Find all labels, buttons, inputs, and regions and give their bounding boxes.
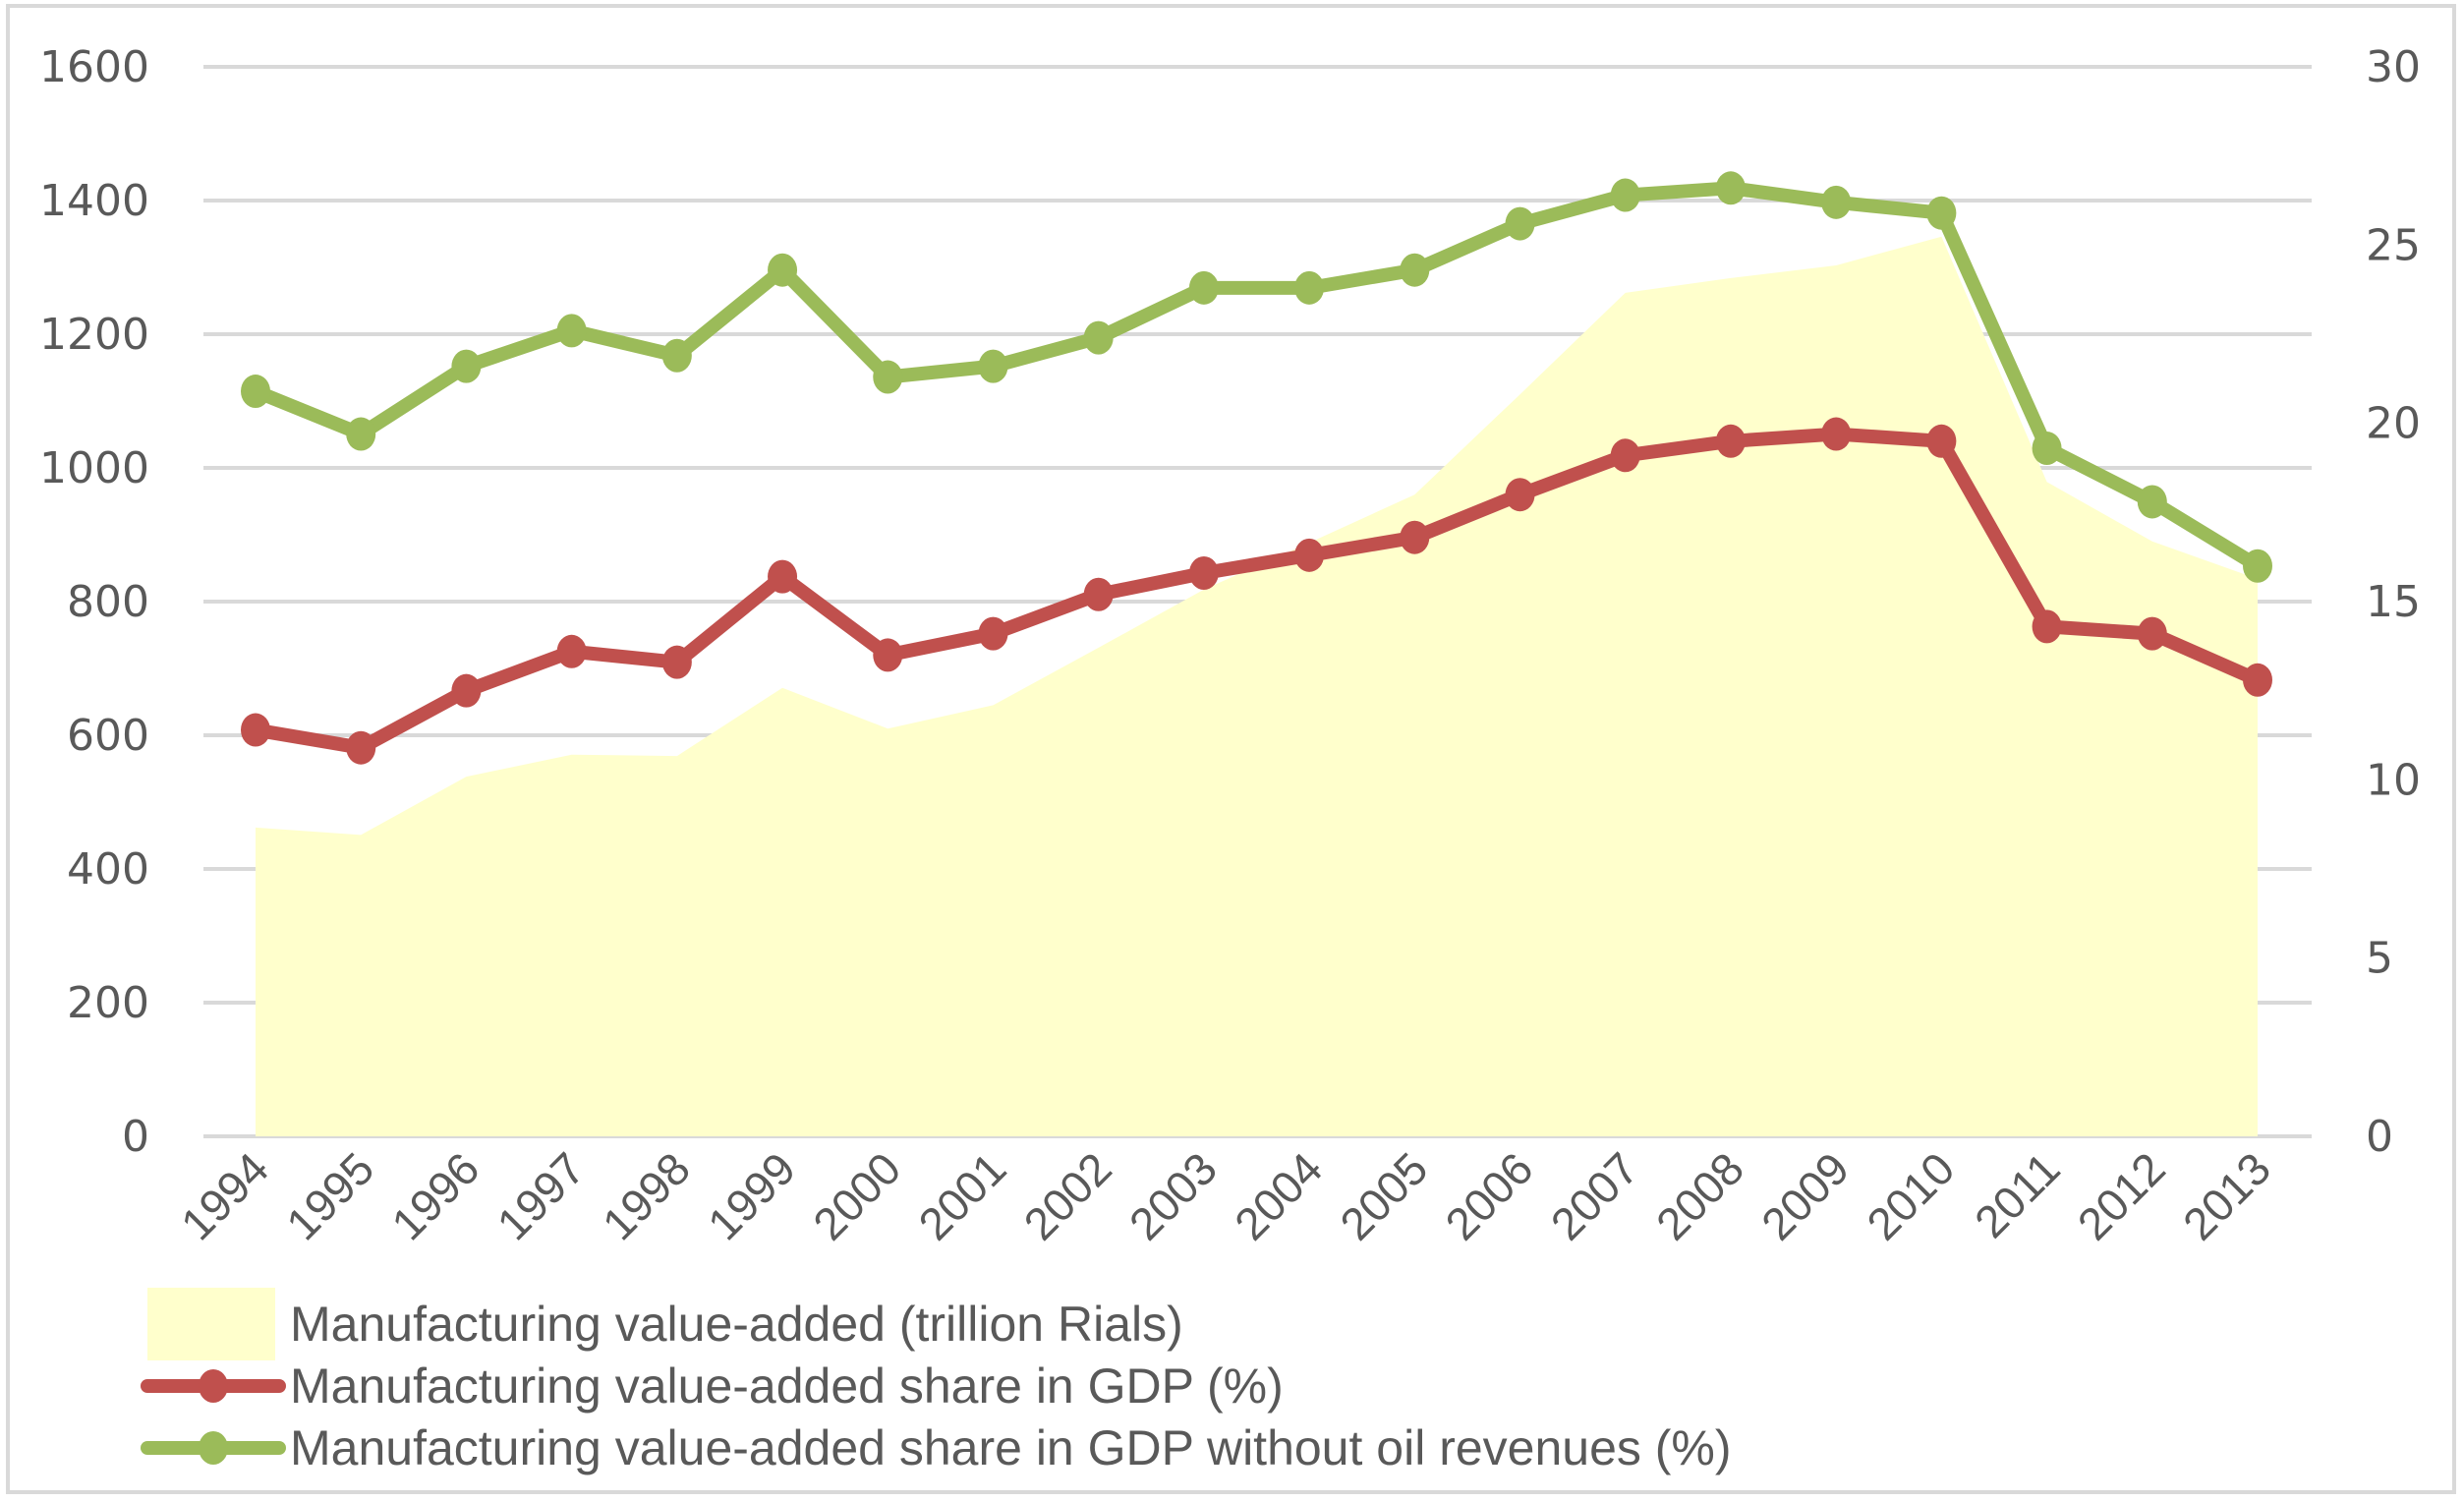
- legend-swatch-area: [147, 1288, 275, 1360]
- x-axis-tick-label: 2001: [908, 1142, 1015, 1249]
- right-axis-tick-label: 20: [2366, 399, 2421, 449]
- data-point: [768, 559, 798, 594]
- data-point: [451, 349, 482, 383]
- x-axis-tick-label: 2012: [2068, 1142, 2175, 1249]
- data-point: [661, 645, 692, 679]
- legend-item: Manufacturing value-added (trillion Rial…: [147, 1288, 1183, 1360]
- right-axis-tick-label: 15: [2366, 577, 2421, 627]
- data-point: [346, 730, 376, 765]
- area-manufacturing-value-added: [256, 236, 2258, 1137]
- area-series: [256, 236, 2258, 1137]
- data-point: [873, 360, 903, 394]
- data-point: [1926, 196, 1957, 230]
- data-point: [2032, 609, 2062, 644]
- left-axis-tick-label: 1400: [39, 176, 149, 226]
- legend-item: Manufacturing value-added share in GDP w…: [141, 1420, 1732, 1475]
- line-series-2: [241, 171, 2272, 583]
- x-axis-tick-label: 2000: [803, 1142, 910, 1249]
- data-point: [556, 634, 587, 668]
- left-axis-tick-label: 400: [67, 844, 149, 895]
- data-point: [1188, 555, 1219, 590]
- legend-swatch-marker: [199, 1431, 228, 1465]
- x-axis-tick-label: 2005: [1330, 1142, 1437, 1249]
- left-axis-tick-label: 1600: [39, 42, 149, 92]
- data-point: [1083, 320, 1114, 355]
- data-point: [1505, 478, 1535, 512]
- data-point: [1400, 520, 1430, 554]
- left-axis-ticks: 0 200 400 600 800 1000 1200 1400 1600: [39, 42, 149, 1162]
- left-axis-tick-label: 600: [67, 711, 149, 761]
- data-point: [1083, 577, 1114, 611]
- x-axis-tick-label: 2002: [1014, 1142, 1121, 1249]
- legend-label: Manufacturing value-added share in GDP w…: [290, 1420, 1732, 1475]
- data-point: [661, 338, 692, 373]
- data-point: [1188, 270, 1219, 305]
- data-point: [1294, 538, 1325, 572]
- right-axis-tick-label: 30: [2366, 42, 2421, 92]
- data-point: [556, 314, 587, 348]
- data-point: [241, 375, 270, 409]
- legend-swatch-marker: [199, 1369, 228, 1403]
- data-point: [1400, 253, 1430, 287]
- right-axis-ticks: 0 5 10 15 20 25 30: [2366, 42, 2421, 1162]
- data-point: [346, 417, 376, 451]
- series-line: [254, 427, 2261, 755]
- left-axis-tick-label: 1200: [39, 310, 149, 360]
- right-axis-tick-label: 0: [2366, 1112, 2393, 1162]
- left-axis-tick-label: 200: [67, 978, 149, 1028]
- data-point: [1821, 185, 1852, 219]
- left-axis-tick-label: 800: [67, 577, 149, 627]
- data-point: [768, 253, 798, 287]
- x-axis-tick-label: 2013: [2173, 1142, 2280, 1249]
- line-series-1: [241, 417, 2272, 765]
- x-axis-tick-label: 2008: [1646, 1142, 1753, 1249]
- data-point: [978, 616, 1008, 651]
- data-point: [873, 638, 903, 672]
- x-axis-ticks: 1994199519961997199819992000200120022003…: [171, 1142, 2280, 1249]
- right-axis-tick-label: 25: [2366, 220, 2421, 270]
- data-point: [1294, 270, 1325, 305]
- left-axis-tick-label: 0: [122, 1112, 149, 1162]
- data-point: [2032, 432, 2062, 466]
- x-axis-tick-label: 1995: [276, 1142, 383, 1249]
- data-point: [1926, 424, 1957, 458]
- data-point: [1610, 178, 1640, 212]
- x-axis-tick-label: 2003: [1119, 1142, 1227, 1249]
- x-axis-tick-label: 2009: [1751, 1142, 1859, 1249]
- left-axis-tick-label: 1000: [39, 443, 149, 493]
- legend-label: Manufacturing value-added share in GDP (…: [290, 1358, 1284, 1414]
- data-point: [978, 349, 1008, 383]
- data-point: [2243, 663, 2272, 697]
- x-axis-tick-label: 1997: [487, 1142, 595, 1249]
- legend-item: Manufacturing value-added share in GDP (…: [141, 1358, 1284, 1414]
- x-axis-tick-label: 2006: [1435, 1142, 1542, 1249]
- data-point: [2137, 485, 2167, 519]
- data-point: [1505, 206, 1535, 241]
- x-axis-tick-label: 2004: [1225, 1142, 1332, 1249]
- right-axis-tick-label: 5: [2366, 934, 2393, 984]
- data-point: [241, 713, 270, 747]
- legend: Manufacturing value-added (trillion Rial…: [141, 1288, 1732, 1475]
- x-axis-tick-label: 1998: [593, 1142, 700, 1249]
- line-series: [241, 171, 2272, 765]
- data-point: [451, 673, 482, 708]
- data-point: [2137, 616, 2167, 651]
- x-axis-tick-label: 2011: [1965, 1142, 2070, 1247]
- data-point: [1610, 438, 1640, 473]
- data-point: [2243, 549, 2272, 583]
- x-axis-tick-label: 2010: [1857, 1142, 1964, 1249]
- series-line: [253, 181, 2262, 572]
- x-axis-tick-label: 1994: [171, 1142, 278, 1249]
- x-axis-tick-label: 1996: [381, 1142, 488, 1249]
- legend-label: Manufacturing value-added (trillion Rial…: [290, 1297, 1183, 1352]
- data-point: [1821, 417, 1852, 451]
- x-axis-tick-label: 1999: [698, 1142, 805, 1249]
- data-point: [1715, 171, 1746, 205]
- data-point: [1715, 424, 1746, 458]
- right-axis-tick-label: 10: [2366, 755, 2421, 805]
- x-axis-tick-label: 2007: [1541, 1142, 1648, 1249]
